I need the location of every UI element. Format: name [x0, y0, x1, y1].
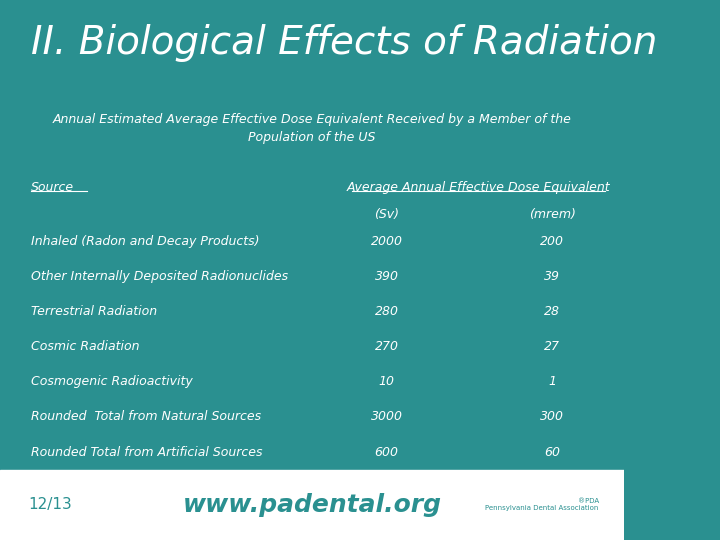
Text: Annual Estimated Average Effective Dose Equivalent Received by a Member of the
P: Annual Estimated Average Effective Dose …: [53, 113, 571, 144]
Text: Inhaled (Radon and Decay Products): Inhaled (Radon and Decay Products): [31, 235, 260, 248]
Text: Total: Total: [31, 481, 61, 494]
Text: *Source: University of Michigan¹¹: *Source: University of Michigan¹¹: [31, 516, 215, 526]
Text: Average Annual Effective Dose Equivalent: Average Annual Effective Dose Equivalent: [347, 181, 611, 194]
Text: II. Biological Effects of Radiation: II. Biological Effects of Radiation: [31, 24, 657, 62]
Text: www.padental.org: www.padental.org: [182, 493, 441, 517]
Text: 3000: 3000: [371, 410, 402, 423]
Text: 600: 600: [374, 446, 399, 458]
Text: 390: 390: [374, 270, 399, 283]
Text: 27: 27: [544, 340, 560, 353]
Text: 3600: 3600: [371, 481, 402, 494]
Text: 200: 200: [540, 235, 564, 248]
Text: 300: 300: [540, 410, 564, 423]
Text: 2000: 2000: [371, 235, 402, 248]
Text: Terrestrial Radiation: Terrestrial Radiation: [31, 305, 157, 318]
Text: Cosmogenic Radioactivity: Cosmogenic Radioactivity: [31, 375, 193, 388]
Text: Rounded Total from Artificial Sources: Rounded Total from Artificial Sources: [31, 446, 263, 458]
Text: 39: 39: [544, 270, 560, 283]
Bar: [0, 470, 624, 540]
Text: Cosmic Radiation: Cosmic Radiation: [31, 340, 140, 353]
Text: 60: 60: [544, 446, 560, 458]
Text: Source: Source: [31, 181, 74, 194]
Text: 270: 270: [374, 340, 399, 353]
Text: (Sv): (Sv): [374, 208, 399, 221]
Text: 12/13: 12/13: [28, 497, 72, 512]
Text: Rounded  Total from Natural Sources: Rounded Total from Natural Sources: [31, 410, 261, 423]
Text: Other Internally Deposited Radionuclides: Other Internally Deposited Radionuclides: [31, 270, 288, 283]
Text: 280: 280: [374, 305, 399, 318]
Text: 360: 360: [540, 481, 564, 494]
Text: 28: 28: [544, 305, 560, 318]
Text: 10: 10: [379, 375, 395, 388]
Text: (mrem): (mrem): [528, 208, 575, 221]
Text: ®PDA
Pennsylvania Dental Association: ®PDA Pennsylvania Dental Association: [485, 498, 599, 511]
Text: 1: 1: [548, 375, 556, 388]
